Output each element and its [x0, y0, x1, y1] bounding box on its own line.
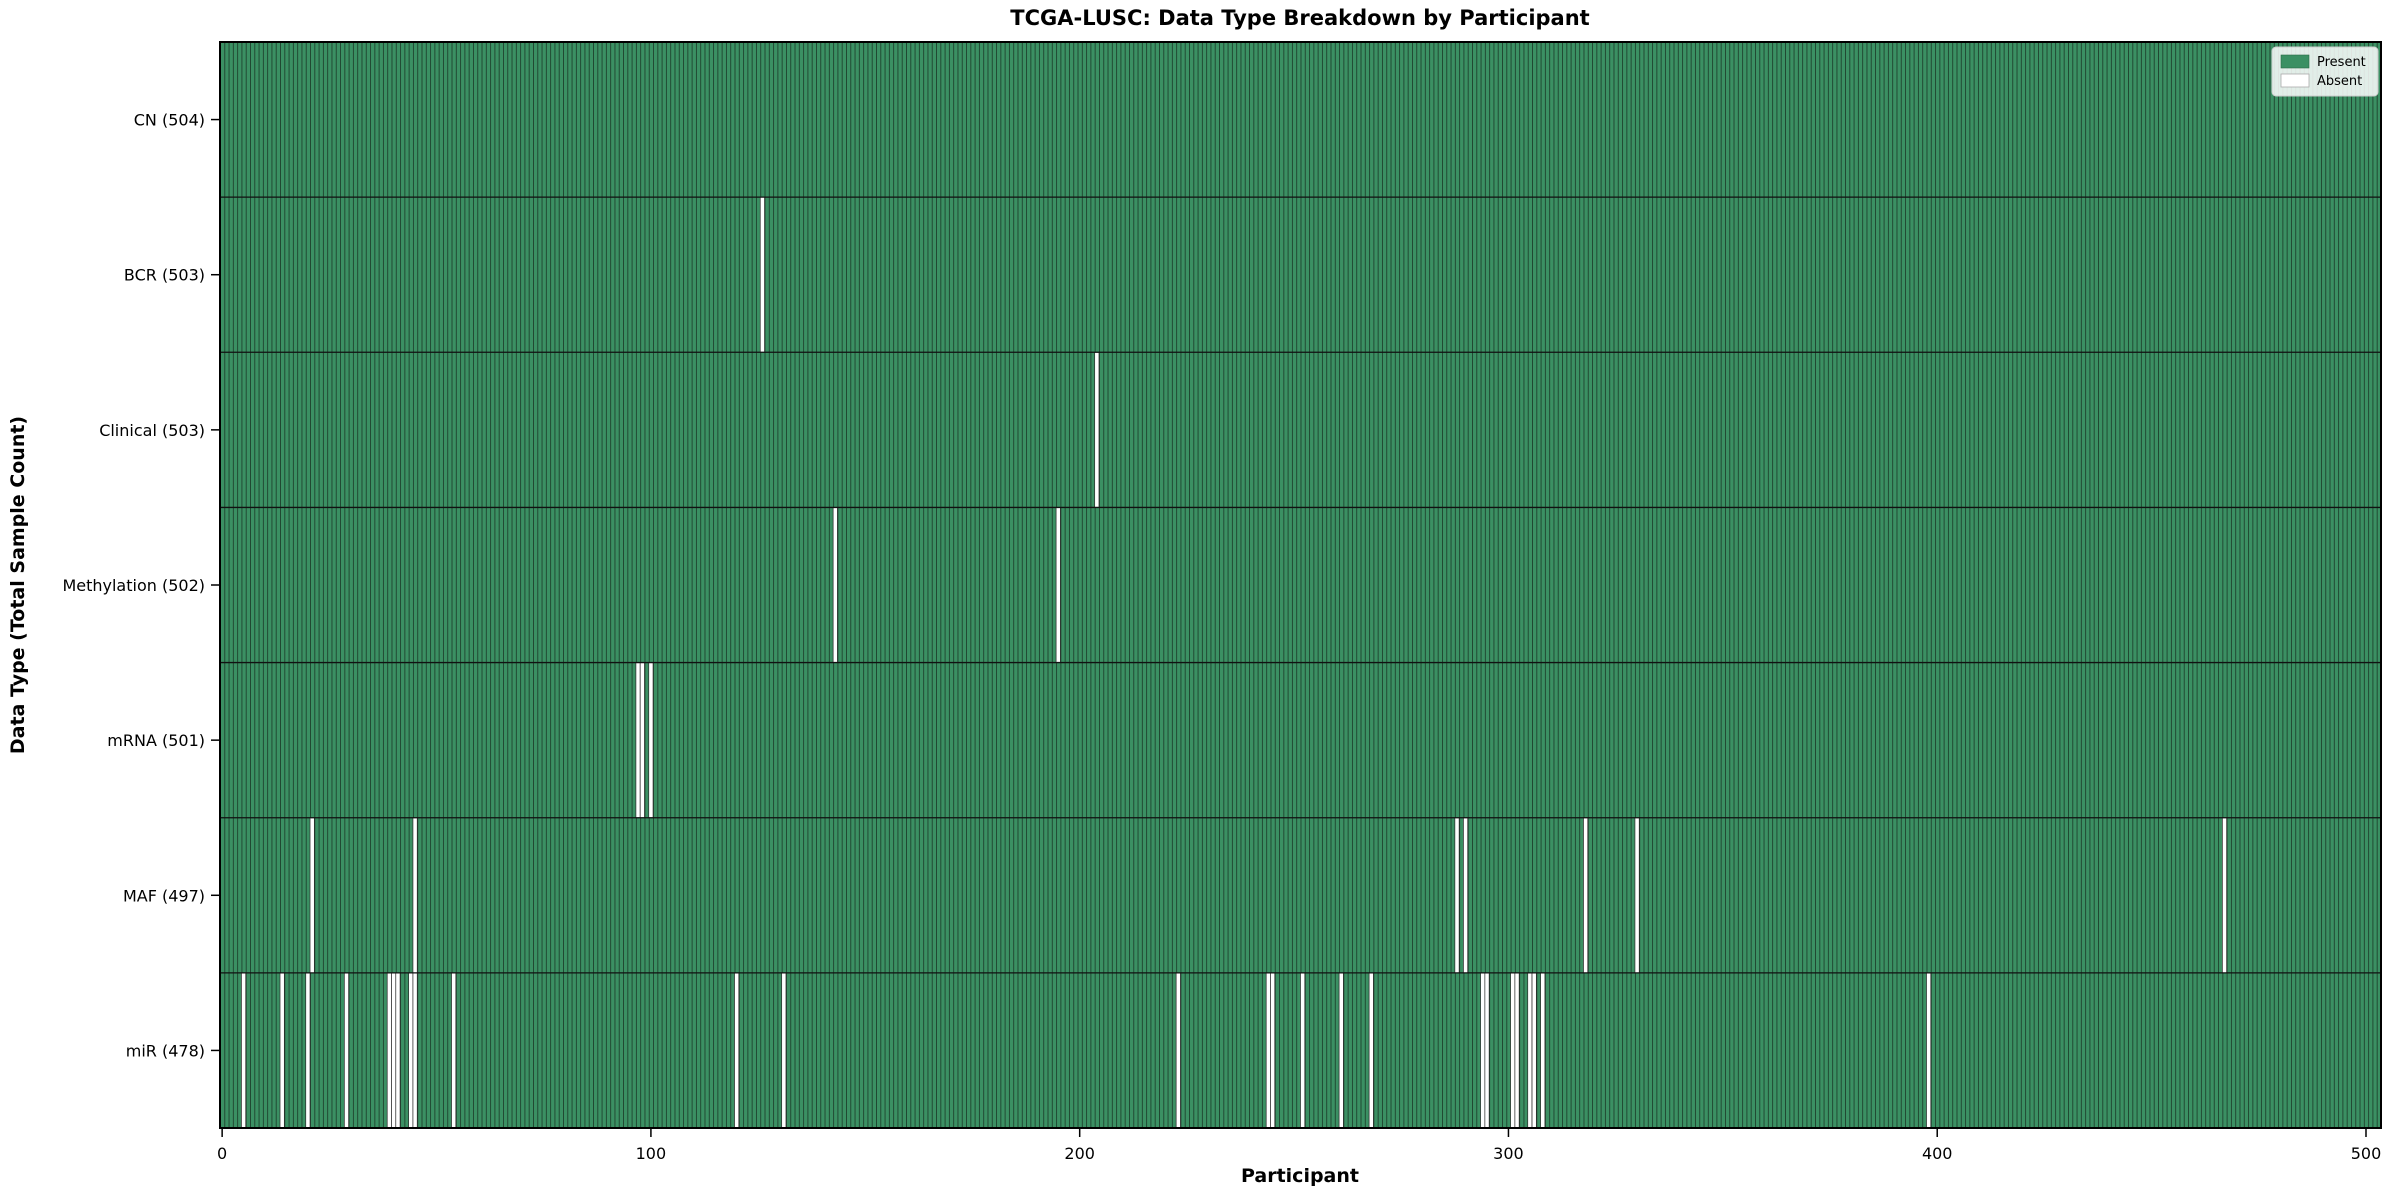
absent-bar-miR-41 [395, 972, 401, 1129]
x-tick-label-300: 300 [1493, 1144, 1524, 1163]
x-tick-label-400: 400 [1922, 1144, 1953, 1163]
bars-row-mRNA [220, 662, 2381, 818]
bars-row-BCR [220, 197, 2381, 353]
absent-bar-Methylation-195 [1055, 507, 1061, 663]
bars-row-Methylation [220, 507, 2381, 663]
absent-bar-miR-54 [451, 972, 457, 1129]
absent-bar-miR-39 [386, 972, 392, 1129]
absent-bar-miR-252 [1300, 972, 1306, 1129]
absent-bar-MAF-21 [309, 817, 315, 974]
y-axis-title: Data Type (Total Sample Count) [7, 416, 29, 754]
absent-bar-miR-398 [1926, 972, 1932, 1129]
legend-label-absent: Absent [2317, 74, 2362, 89]
y-tick-label-miR: miR (478) [126, 1041, 205, 1060]
legend: Present Absent [2271, 46, 2379, 97]
absent-bar-miR-120 [734, 972, 740, 1129]
legend-swatch-absent [2280, 73, 2310, 88]
row-separators [220, 196, 2381, 974]
absent-bar-MAF-290 [1463, 817, 1469, 974]
absent-bar-miR-305 [1527, 972, 1533, 1129]
x-axis-title: Participant [1241, 1165, 1359, 1187]
x-tick-label-200: 200 [1064, 1144, 1095, 1163]
absent-bar-miR-223 [1175, 972, 1181, 1129]
absent-bar-miR-261 [1338, 972, 1344, 1129]
x-tick-label-500: 500 [2351, 1144, 2382, 1163]
absent-bar-MAF-467 [2222, 817, 2227, 974]
absent-bar-MAF-330 [1634, 817, 1640, 974]
absent-bar-MAF-318 [1583, 817, 1589, 974]
y-tick-label-MAF: MAF (497) [123, 886, 205, 905]
absent-bar-miR-20 [305, 972, 311, 1129]
absent-bar-miR-295 [1484, 972, 1490, 1129]
absent-bar-miR-14 [279, 972, 285, 1129]
bars-row-MAF [220, 817, 2381, 973]
absent-bar-Clinical-204 [1094, 351, 1100, 508]
absent-bar-miR-44 [408, 972, 414, 1129]
absent-bar-mRNA-98 [639, 662, 645, 819]
y-tick-label-mRNA: mRNA (501) [107, 731, 205, 750]
absent-bar-mRNA-100 [648, 662, 654, 819]
absent-bar-miR-244 [1265, 972, 1271, 1129]
bars-row-Clinical [220, 352, 2381, 508]
absent-bar-miR-301 [1510, 972, 1516, 1129]
absent-bar-miR-245 [1270, 972, 1276, 1129]
absent-bar-miR-306 [1531, 972, 1537, 1129]
absent-bar-BCR-126 [759, 196, 765, 353]
axis-ticks: CN (504) BCR (503) Clinical (503) Methylati… [62, 111, 2381, 1163]
absent-bar-miR-131 [781, 972, 787, 1129]
absent-bar-miR-308 [1540, 972, 1546, 1129]
y-tick-label-Clinical: Clinical (503) [99, 421, 205, 440]
absent-bar-miR-29 [343, 972, 349, 1129]
x-tick-label-0: 0 [217, 1144, 227, 1163]
absent-bar-mRNA-97 [635, 662, 641, 819]
absent-bar-miR-294 [1480, 972, 1486, 1129]
absent-bar-miR-40 [391, 972, 397, 1129]
bars-row-CN [220, 42, 2381, 198]
chart-title: TCGA-LUSC: Data Type Breakdown by Partic… [1010, 6, 1589, 30]
absent-bar-MAF-45 [412, 817, 418, 974]
absent-bar-miR-45 [412, 972, 418, 1129]
legend-label-present: Present [2317, 55, 2366, 70]
absent-bar-miR-302 [1514, 972, 1520, 1129]
absent-bar-MAF-288 [1454, 817, 1460, 974]
absent-bar-miR-268 [1368, 972, 1374, 1129]
legend-swatch-present [2280, 54, 2310, 69]
y-tick-label-CN: CN (504) [134, 111, 205, 130]
absent-bar-miR-5 [241, 972, 247, 1129]
absent-bar-Methylation-143 [832, 507, 838, 663]
bars-layer [220, 42, 2381, 1128]
y-tick-label-Methylation: Methylation (502) [62, 576, 205, 595]
x-tick-label-100: 100 [636, 1144, 667, 1163]
y-tick-label-BCR: BCR (503) [124, 266, 205, 285]
